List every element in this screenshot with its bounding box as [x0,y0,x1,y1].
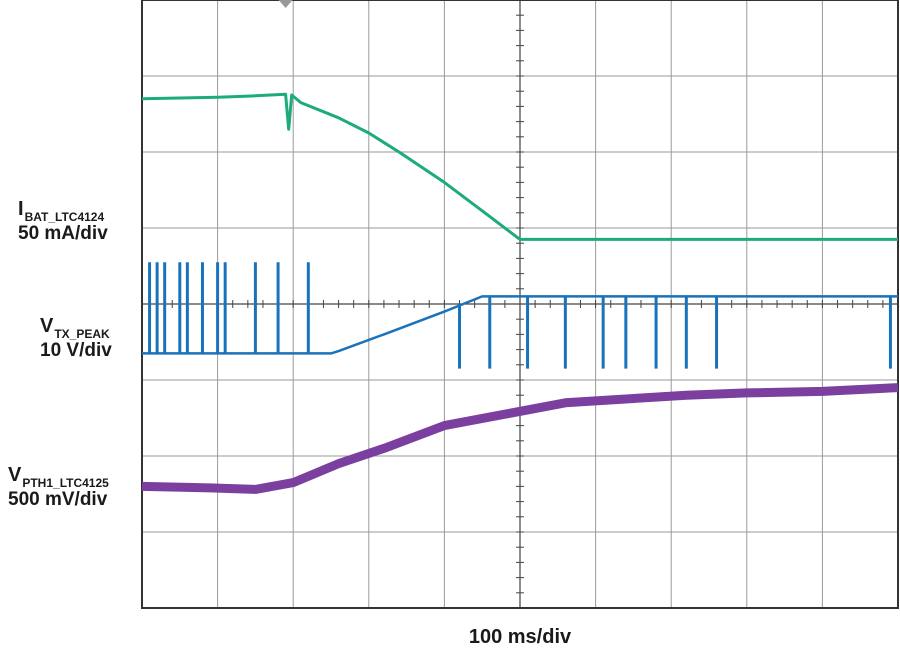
series-name-sub: TX_PEAK [54,327,110,341]
series-name-main: V [40,315,54,337]
series-line [141,383,899,494]
series-name-main: V [8,464,22,486]
series-name-main: I [18,198,24,220]
trigger-marker-icon [278,0,293,8]
channel-label-vpth: VPTH1_LTC4125 500 mV/div [8,464,109,511]
series-name-sub: BAT_LTC4124 [24,210,105,224]
series-line [141,92,898,241]
traces [141,92,899,494]
plot-frame [141,0,899,609]
x-axis-label: 100 ms/div [468,626,572,648]
grid [141,0,899,609]
series-scale: 10 V/div [40,340,112,361]
series-name-sub: PTH1_LTC4125 [22,476,109,490]
channel-label-ibat: IBAT_LTC4124 50 mA/div [18,198,108,245]
series-scale: 50 mA/div [18,223,108,244]
channel-label-vtx: VTX_PEAK 10 V/div [40,315,112,362]
series-scale: 500 mV/div [8,489,108,510]
series-line [142,295,898,355]
